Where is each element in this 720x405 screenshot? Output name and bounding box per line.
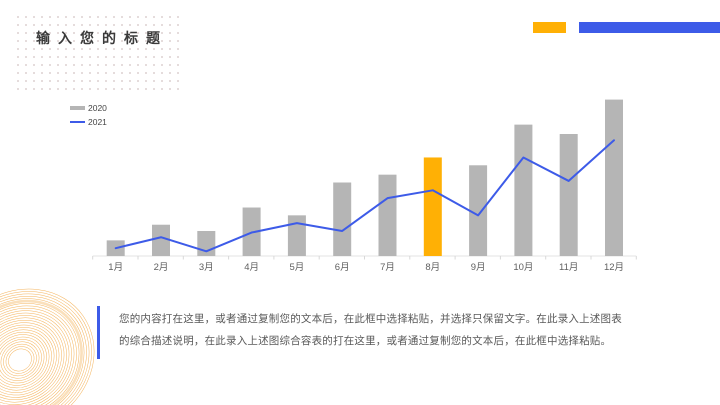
contour-ring <box>0 296 87 405</box>
chart-legend: 2020 2021 <box>70 103 107 131</box>
contour-ring <box>0 329 52 391</box>
contour-ring <box>0 315 67 405</box>
contour-ring <box>0 291 92 405</box>
combo-chart: 1月 2月 3月 4月 5月 6月 7月 8月 9月 10月 11月 12月 <box>92 99 637 273</box>
x-axis-label: 6月 <box>335 262 350 273</box>
legend-swatch-2020 <box>70 106 85 110</box>
x-axis-label: 11月 <box>559 262 578 273</box>
x-axis-label: 9月 <box>471 262 486 273</box>
header-accent-blue-bar <box>579 22 720 33</box>
contour-ring <box>0 310 72 405</box>
contour-ring <box>0 303 80 405</box>
contour-ring <box>0 317 65 403</box>
x-axis-label: 4月 <box>244 262 259 273</box>
x-axis-label: 5月 <box>290 262 305 273</box>
body-line-1: 您的内容打在这里，或者通过复制您的文本后，在此框中选择粘贴，并选择只保留文字。在… <box>119 313 622 325</box>
body-paragraph: 您的内容打在这里，或者通过复制您的文本后，在此框中选择粘贴，并选择只保留文字。在… <box>119 308 639 352</box>
dot-grid-decoration <box>14 13 180 91</box>
legend-item-2021: 2021 <box>70 117 107 127</box>
contour-ring <box>0 322 60 398</box>
text-accent-bar <box>97 306 100 359</box>
legend-swatch-2021 <box>70 120 85 124</box>
contour-ring <box>0 293 90 405</box>
legend-item-2020: 2020 <box>70 103 107 113</box>
x-axis-label: 3月 <box>199 262 214 273</box>
bar-7月 <box>378 174 397 256</box>
contour-ring <box>0 324 57 396</box>
legend-label: 2021 <box>88 117 107 127</box>
bar-8月 <box>423 157 442 256</box>
x-axis-label: 7月 <box>380 262 395 273</box>
contour-ring <box>0 312 70 405</box>
contour-ring <box>0 339 42 381</box>
bar-12月 <box>605 99 623 256</box>
contour-ring <box>0 336 45 384</box>
contour-ring <box>0 307 75 405</box>
x-axis-label: 8月 <box>425 262 440 273</box>
contour-ring <box>0 288 95 405</box>
bar-6月 <box>333 182 352 256</box>
contour-ring <box>0 299 83 405</box>
contour-ring <box>0 341 40 379</box>
contour-ring <box>5 346 35 374</box>
line-series-2021 <box>114 139 615 253</box>
contour-ring <box>0 327 55 393</box>
contour-lines-decoration <box>0 288 95 405</box>
slide-title: 输入您的标题 <box>36 30 168 46</box>
bar-2月 <box>152 224 170 256</box>
contour-ring <box>0 298 85 405</box>
contour-ring <box>8 348 32 372</box>
bar-10月 <box>514 124 533 257</box>
legend-label: 2020 <box>88 103 107 113</box>
x-axis-label: 10月 <box>513 262 533 273</box>
contour-ring <box>0 331 50 389</box>
x-axis-label: 2月 <box>154 262 169 273</box>
contour-ring <box>0 305 77 405</box>
contour-ring <box>3 343 37 377</box>
x-axis-label: 1月 <box>108 262 123 273</box>
contour-ring <box>0 319 62 401</box>
x-axis-label: 12月 <box>604 262 624 273</box>
body-line-2: 的综合描述说明，在此录入上述图综合容表的打在这里，或者通过复制您的文本后，在此框… <box>119 335 612 347</box>
contour-ring <box>0 334 47 386</box>
header-accent-orange-bar <box>533 22 566 33</box>
bar-9月 <box>469 165 488 256</box>
bar-5月 <box>287 215 306 256</box>
bar-11月 <box>559 134 578 256</box>
